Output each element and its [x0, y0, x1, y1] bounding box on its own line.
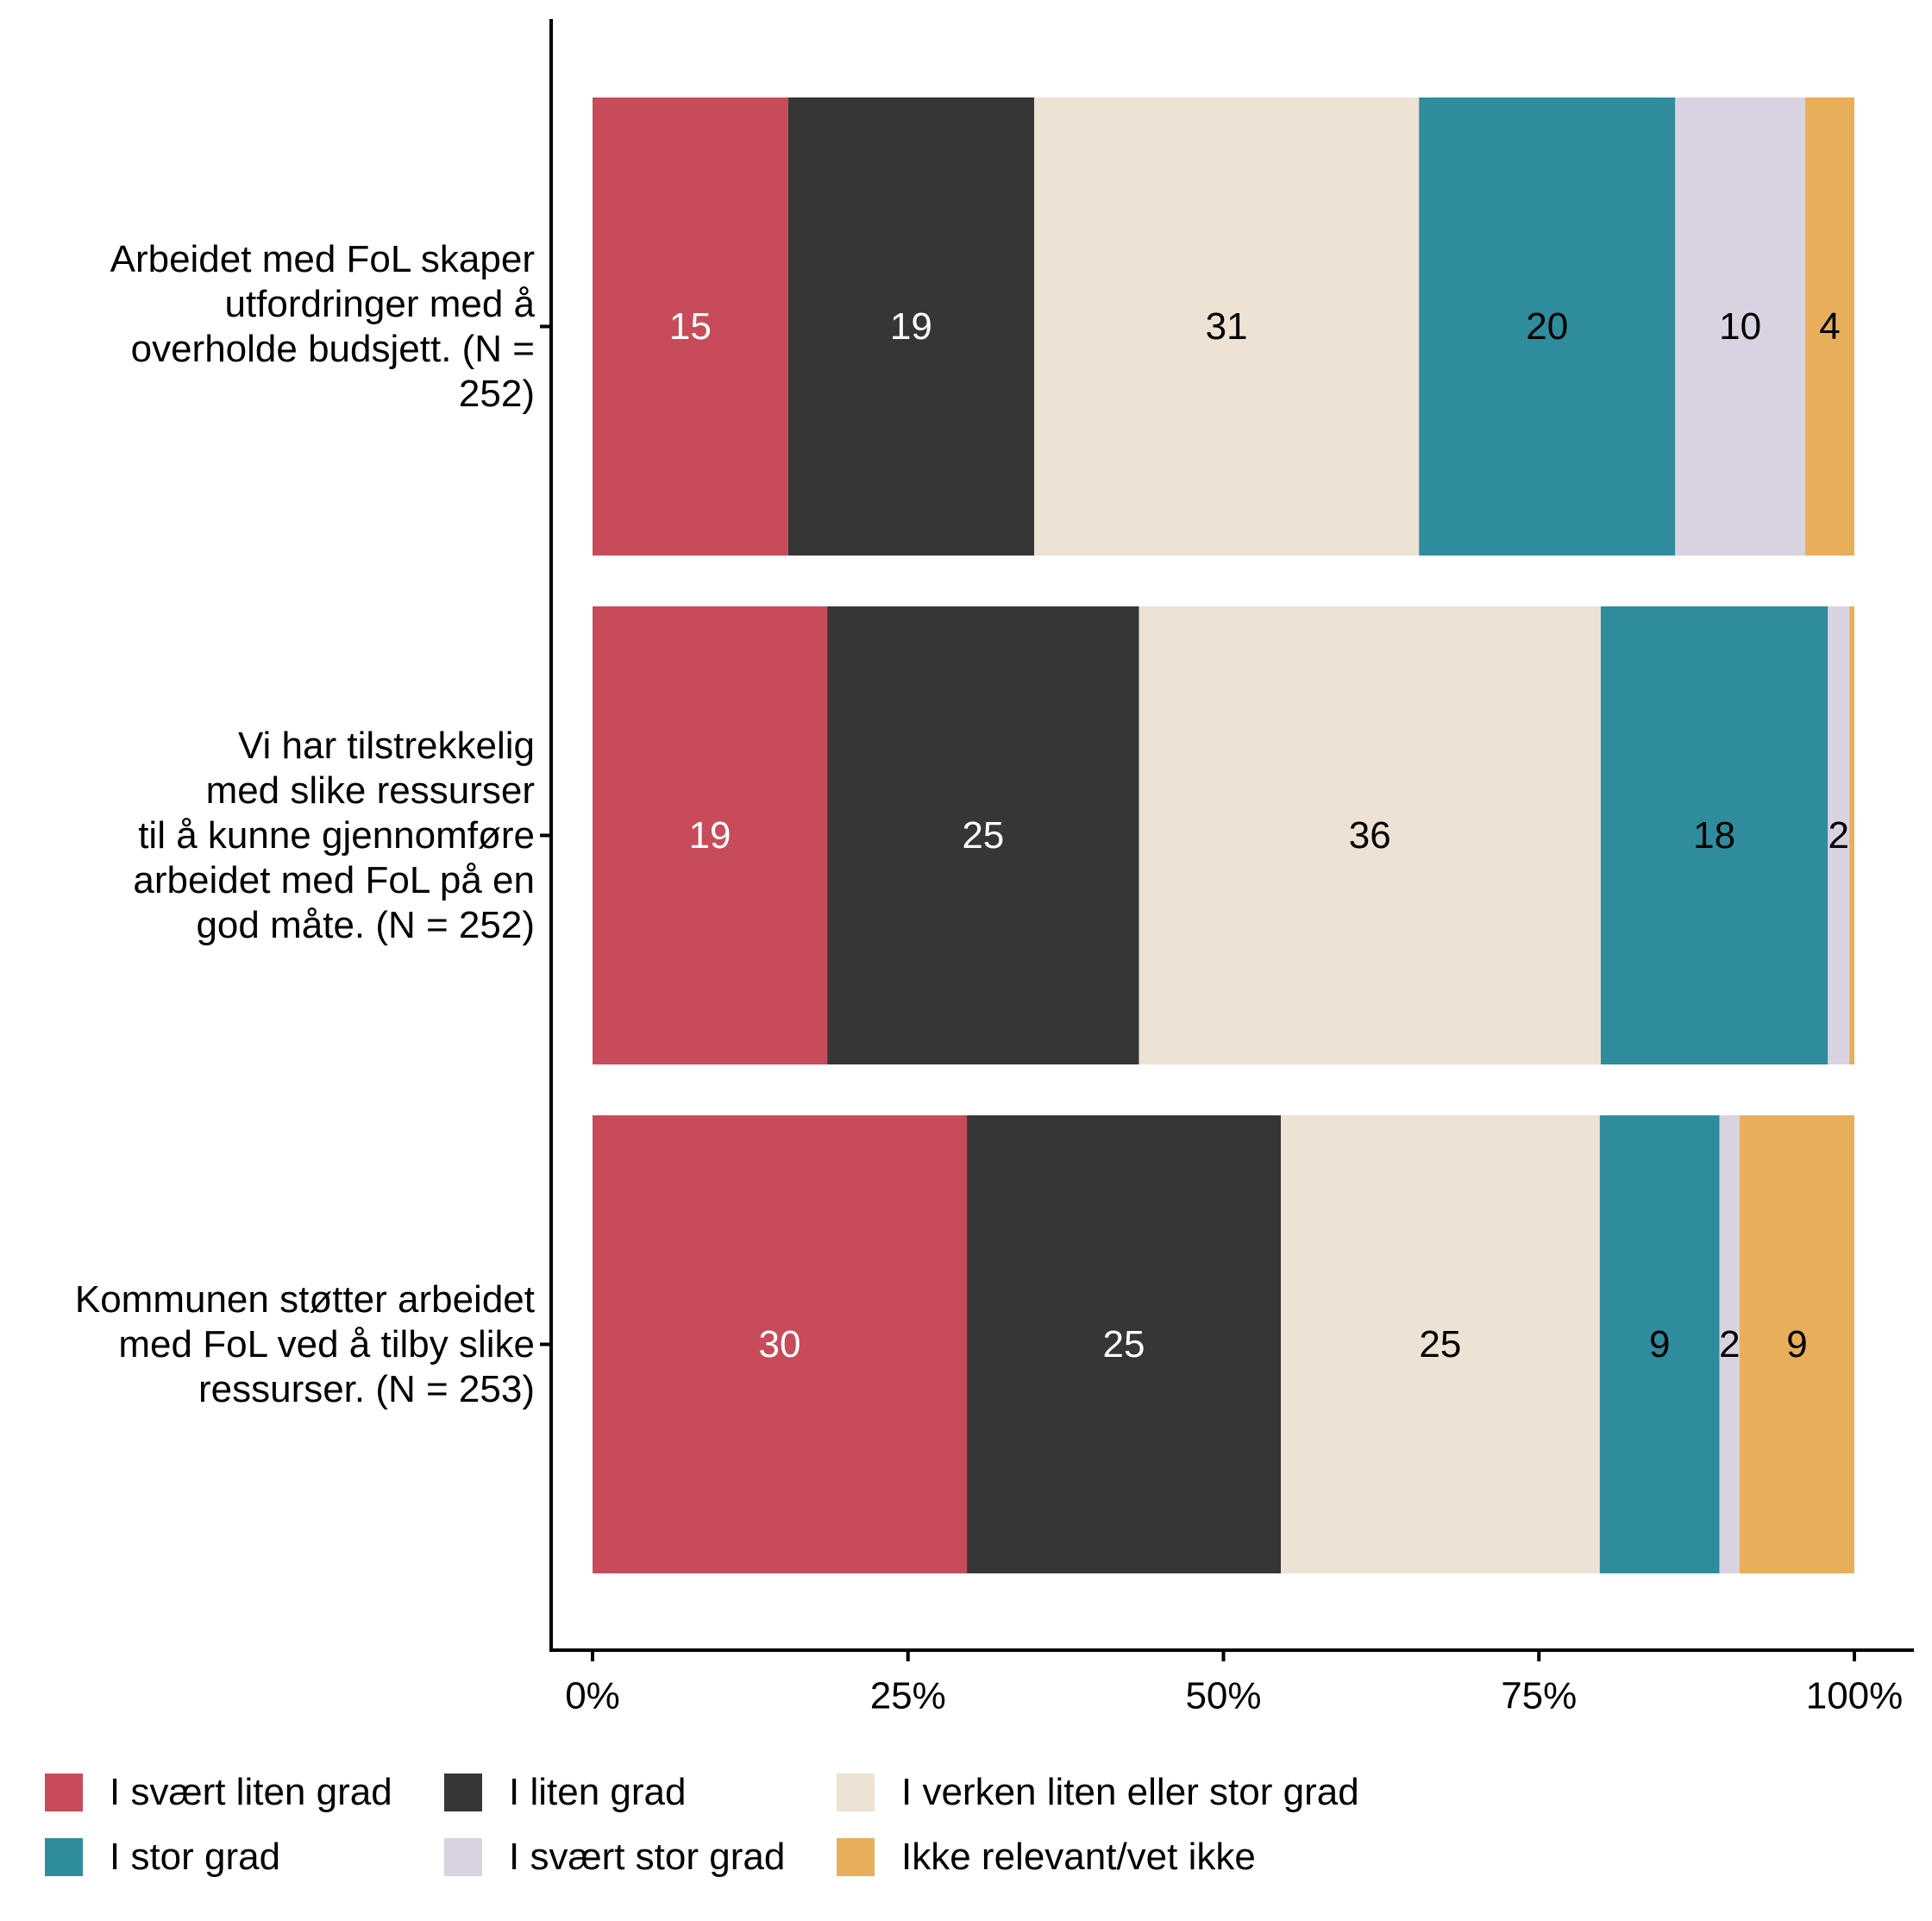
data-label: 36	[1349, 814, 1391, 857]
legend-label: I stor grad	[110, 1836, 281, 1878]
x-tick-label: 75%	[1501, 1675, 1577, 1717]
x-tick-label: 0%	[565, 1675, 620, 1717]
bar-segment	[1675, 97, 1805, 556]
y-axis-ticks	[540, 324, 551, 1347]
bar-segment	[593, 1115, 968, 1573]
bar-segment	[1419, 97, 1676, 556]
bar-segment	[593, 606, 828, 1064]
bar-segment	[593, 97, 788, 556]
legend-item: I svært liten grad	[45, 1773, 392, 1811]
legend-label: I svært liten grad	[110, 1771, 392, 1813]
data-label: 2	[1719, 1323, 1740, 1365]
legend-key-svaert-stor	[444, 1838, 482, 1876]
legend-item: I liten grad	[444, 1773, 686, 1811]
x-tick-label: 100%	[1806, 1675, 1904, 1717]
legend-item: I svært stor grad	[444, 1838, 785, 1876]
bar-segment	[1138, 606, 1601, 1064]
y-axis-labels: Arbeidet med FoL skaper utfordringer med …	[75, 238, 536, 1410]
data-label: 25	[1103, 1323, 1145, 1365]
bar-segment	[967, 1115, 1281, 1573]
legend-key-stor	[45, 1838, 83, 1876]
y-axis-label: Kommunen støtter arbeidet med FoL ved å t…	[75, 1278, 535, 1410]
data-label: 2	[1828, 814, 1848, 857]
bar-segment	[1849, 606, 1854, 1064]
bar-segment	[1599, 1115, 1720, 1573]
legend-key-verken	[837, 1773, 875, 1811]
legend-item: I verken liten eller stor grad	[837, 1773, 1359, 1811]
data-label: 9	[1649, 1323, 1670, 1365]
bar-segment	[1281, 1115, 1600, 1573]
data-label: 25	[1419, 1323, 1461, 1365]
legend-key-liten	[444, 1773, 482, 1811]
data-label: 15	[669, 305, 712, 348]
legend-item: I stor grad	[45, 1838, 280, 1876]
legend: I svært liten grad I liten grad I verken…	[45, 1773, 1899, 1886]
legend-key-svaert-liten	[45, 1773, 83, 1811]
data-label: 4	[1819, 305, 1840, 348]
bar-segment	[1600, 606, 1828, 1064]
bars-group	[593, 97, 1854, 1573]
bar-segment	[1828, 606, 1850, 1064]
y-axis-label: Vi har tilstrekkelig med slike ressurser t…	[133, 725, 535, 946]
bar-segment	[827, 606, 1139, 1064]
data-label: 18	[1693, 814, 1735, 857]
bar-segment	[1804, 97, 1854, 556]
bar-segment	[1740, 1115, 1854, 1573]
bar-segment	[1034, 97, 1420, 556]
data-label: 25	[962, 814, 1004, 857]
stacked-bar-chart: 15 19 31 20 10 4 19 25 36 18 2 30 25 25 9 2 9 Arbeidet m…	[75, 19, 1914, 1717]
data-label: 19	[689, 814, 731, 857]
legend-label: I svært stor grad	[509, 1836, 786, 1878]
legend-label: I liten grad	[509, 1771, 687, 1813]
x-tick-label: 25%	[870, 1675, 946, 1717]
x-tick-label: 50%	[1185, 1675, 1261, 1717]
legend-label: I verken liten eller stor grad	[901, 1771, 1359, 1813]
data-labels-group: 15 19 31 20 10 4 19 25 36 18 2 30 25 25 9 2 9	[669, 305, 1849, 1365]
data-label: 20	[1526, 305, 1568, 348]
y-axis-label: Arbeidet med FoL skaper utfordringer med …	[110, 238, 536, 415]
data-label: 19	[890, 305, 932, 348]
legend-label: Ikke relevant/vet ikke	[901, 1836, 1256, 1878]
bar-segment	[787, 97, 1035, 556]
data-label: 10	[1719, 305, 1761, 348]
bar-segment	[1719, 1115, 1740, 1573]
legend-key-ikke-relevant	[837, 1838, 875, 1876]
x-axis-ticks: 0% 25% 50% 75% 100%	[565, 1650, 1903, 1717]
legend-item: Ikke relevant/vet ikke	[837, 1838, 1256, 1876]
data-label: 9	[1786, 1323, 1807, 1365]
data-label: 30	[759, 1323, 801, 1365]
data-label: 31	[1206, 305, 1248, 348]
